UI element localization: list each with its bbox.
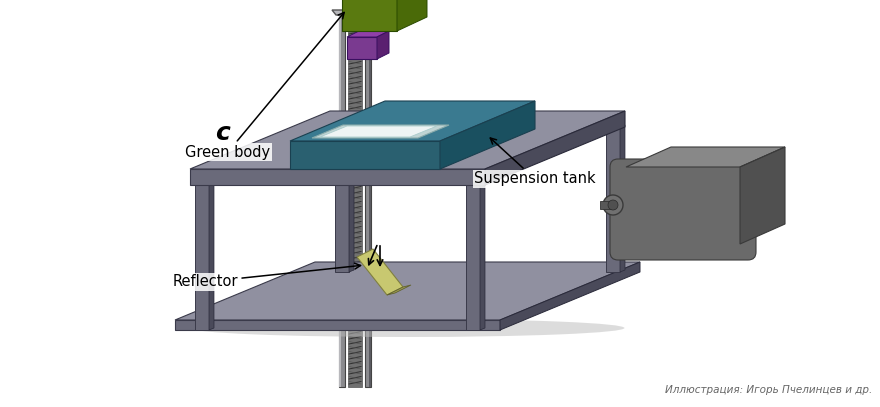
Polygon shape [365, 10, 371, 387]
Polygon shape [190, 111, 625, 169]
Polygon shape [339, 10, 341, 387]
Polygon shape [606, 127, 620, 272]
Text: Reflector: Reflector [172, 263, 361, 289]
Polygon shape [740, 147, 785, 167]
Polygon shape [626, 147, 785, 167]
Polygon shape [387, 285, 411, 295]
Polygon shape [500, 262, 640, 330]
Polygon shape [348, 10, 362, 387]
Polygon shape [485, 111, 625, 185]
Polygon shape [347, 37, 377, 59]
Polygon shape [332, 10, 378, 15]
Circle shape [608, 200, 618, 210]
Polygon shape [312, 125, 449, 138]
Polygon shape [195, 185, 209, 330]
Text: c: c [215, 121, 230, 145]
FancyBboxPatch shape [610, 159, 756, 260]
Polygon shape [175, 262, 640, 320]
Text: Иллюстрация: Игорь Пчелинцев и др.: Иллюстрация: Игорь Пчелинцев и др. [664, 385, 872, 395]
Text: Platform: Platform [0, 406, 1, 407]
Polygon shape [466, 185, 480, 330]
Polygon shape [440, 101, 535, 169]
Polygon shape [480, 183, 485, 330]
Polygon shape [339, 10, 345, 387]
Polygon shape [175, 320, 500, 330]
Polygon shape [357, 249, 403, 295]
Ellipse shape [189, 319, 625, 337]
Polygon shape [342, 0, 397, 31]
Polygon shape [347, 31, 389, 37]
Circle shape [603, 195, 623, 215]
Polygon shape [290, 141, 440, 169]
Polygon shape [349, 125, 354, 272]
Polygon shape [600, 201, 614, 209]
Text: Green body: Green body [186, 13, 344, 160]
Polygon shape [290, 101, 535, 141]
Polygon shape [740, 147, 785, 244]
Polygon shape [335, 127, 349, 272]
Polygon shape [190, 169, 485, 185]
Text: Suspension tank: Suspension tank [474, 138, 596, 186]
Polygon shape [209, 183, 214, 330]
Polygon shape [320, 126, 437, 137]
Polygon shape [377, 31, 389, 59]
Polygon shape [620, 125, 625, 272]
Polygon shape [369, 10, 371, 387]
Polygon shape [397, 0, 427, 31]
